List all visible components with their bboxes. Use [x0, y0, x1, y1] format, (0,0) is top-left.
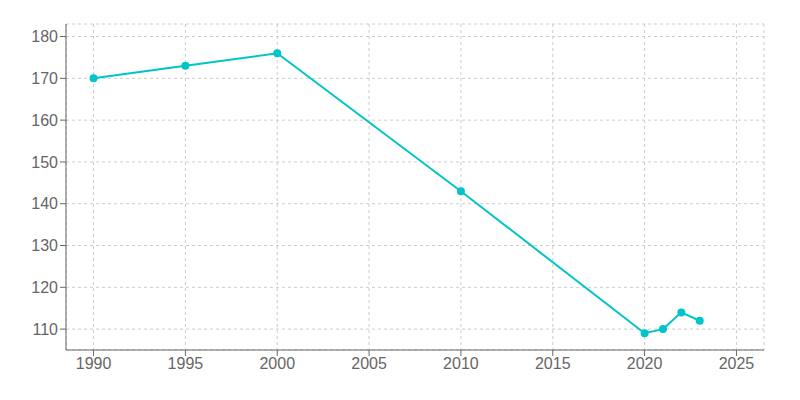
svg-text:150: 150	[31, 154, 58, 171]
svg-text:2010: 2010	[443, 355, 479, 372]
svg-text:2005: 2005	[351, 355, 387, 372]
svg-text:130: 130	[31, 237, 58, 254]
svg-text:110: 110	[32, 321, 58, 338]
svg-text:2015: 2015	[535, 355, 571, 372]
svg-text:170: 170	[31, 70, 58, 87]
svg-text:180: 180	[31, 28, 58, 45]
svg-text:2020: 2020	[627, 355, 663, 372]
svg-text:1995: 1995	[168, 355, 204, 372]
svg-text:2000: 2000	[259, 355, 295, 372]
svg-text:120: 120	[31, 279, 58, 296]
svg-text:1990: 1990	[76, 355, 112, 372]
svg-text:2025: 2025	[719, 355, 755, 372]
svg-text:140: 140	[31, 195, 58, 212]
svg-text:160: 160	[31, 112, 58, 129]
